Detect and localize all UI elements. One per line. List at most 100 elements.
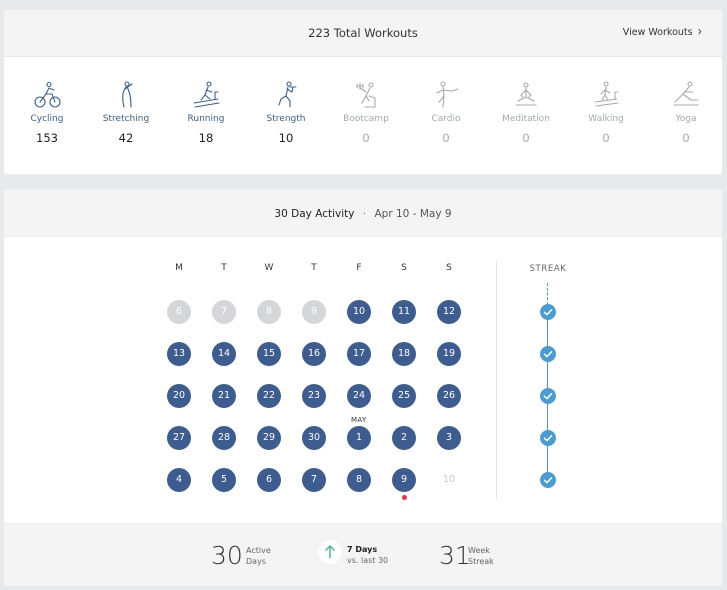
workout-type-label: Walking bbox=[588, 114, 624, 124]
workout-type-label: Cycling bbox=[30, 114, 64, 124]
calendar-day[interactable]: 8 bbox=[257, 300, 281, 324]
streak-title: STREAK bbox=[529, 264, 567, 274]
workout-type-label: Strength bbox=[266, 114, 306, 124]
calendar-day[interactable]: 17 bbox=[347, 342, 371, 366]
calendar-day[interactable]: 1 bbox=[347, 426, 371, 450]
calendar-day[interactable]: 15 bbox=[257, 342, 281, 366]
yoga-icon bbox=[673, 81, 699, 106]
active-days-label-line2: Days bbox=[246, 556, 266, 566]
bootcamp-icon bbox=[356, 82, 376, 108]
streak-check-icon bbox=[540, 472, 556, 488]
activity-title: 30 Day Activity bbox=[274, 208, 355, 220]
workout-type-label: Running bbox=[187, 114, 225, 124]
workouts-summary-card: 223 Total Workouts View Workouts › Cyclin… bbox=[4, 10, 722, 174]
active-days-value: 30 bbox=[211, 541, 243, 570]
calendar-day[interactable]: 19 bbox=[437, 342, 461, 366]
calendar-day[interactable]: 20 bbox=[167, 384, 191, 408]
workout-type-cardio[interactable]: Cardio 0 bbox=[406, 72, 486, 145]
calendar-day[interactable]: 29 bbox=[257, 426, 281, 450]
activity-card: 30 Day Activity · Apr 10 - May 9 STREAK … bbox=[4, 189, 722, 586]
streak-check-icon bbox=[540, 304, 556, 320]
workout-type-count: 0 bbox=[682, 131, 690, 145]
calendar-day[interactable]: 12 bbox=[437, 300, 461, 324]
workout-type-count: 0 bbox=[602, 131, 610, 145]
weekday-label: T bbox=[311, 263, 317, 273]
workout-type-count: 0 bbox=[442, 131, 450, 145]
stretching-icon bbox=[122, 81, 133, 108]
calendar-day[interactable]: 2 bbox=[392, 426, 416, 450]
calendar-day[interactable]: 7 bbox=[212, 300, 236, 324]
calendar-day[interactable]: 24 bbox=[347, 384, 371, 408]
workout-type-bootcamp[interactable]: Bootcamp 0 bbox=[326, 72, 406, 145]
calendar-day[interactable]: 9 bbox=[302, 300, 326, 324]
workout-type-label: Bootcamp bbox=[343, 114, 389, 124]
calendar-day[interactable]: 18 bbox=[392, 342, 416, 366]
calendar-day[interactable]: 26 bbox=[437, 384, 461, 408]
walking-icon bbox=[594, 81, 619, 107]
streak-dashed-line bbox=[547, 283, 548, 305]
calendar-day[interactable]: 10 bbox=[347, 300, 371, 324]
calendar-day[interactable]: 28 bbox=[212, 426, 236, 450]
active-days-label-line1: Active bbox=[246, 546, 271, 555]
calendar-day[interactable]: 23 bbox=[302, 384, 326, 408]
meditation-icon bbox=[515, 82, 537, 106]
weekday-label: S bbox=[446, 263, 452, 273]
calendar-day[interactable]: 22 bbox=[257, 384, 281, 408]
cardio-icon bbox=[436, 81, 459, 108]
calendar-day[interactable]: 25 bbox=[392, 384, 416, 408]
delta-stat: 7 Days vs. last 30 bbox=[347, 545, 388, 566]
delta-value: 7 Days bbox=[347, 545, 378, 554]
week-streak-label-line1: Week bbox=[468, 546, 490, 555]
streak-check-icon bbox=[540, 388, 556, 404]
weekday-label: T bbox=[221, 263, 227, 273]
week-streak-label-line2: Streak bbox=[468, 556, 494, 566]
view-workouts-label: View Workouts bbox=[622, 27, 693, 38]
workout-type-count: 0 bbox=[522, 131, 530, 145]
workout-type-running[interactable]: Running 18 bbox=[166, 72, 246, 145]
calendar-day[interactable]: 30 bbox=[302, 426, 326, 450]
calendar-day[interactable]: 9 bbox=[392, 468, 416, 492]
weekday-label: W bbox=[264, 263, 274, 273]
weekday-label: M bbox=[175, 263, 183, 273]
activity-footer: 30 Active Days 7 Days vs. last 30 31 Wee… bbox=[4, 523, 722, 586]
workout-type-count: 42 bbox=[118, 131, 134, 145]
month-marker: MAY bbox=[351, 416, 367, 424]
calendar-day[interactable]: 3 bbox=[437, 426, 461, 450]
workout-type-walking[interactable]: Walking 0 bbox=[566, 72, 646, 145]
delta-label: vs. last 30 bbox=[347, 555, 389, 565]
calendar-day[interactable]: 8 bbox=[347, 468, 371, 492]
active-days-label: Active Days bbox=[246, 546, 271, 567]
calendar-day[interactable]: 14 bbox=[212, 342, 236, 366]
calendar-day[interactable]: 11 bbox=[392, 300, 416, 324]
activity-range: Apr 10 - May 9 bbox=[374, 208, 452, 220]
workouts-summary-header: 223 Total Workouts View Workouts › bbox=[4, 10, 722, 57]
workout-type-label: Stretching bbox=[102, 114, 150, 124]
calendar-day[interactable]: 10 bbox=[442, 474, 456, 485]
total-workouts: 223 Total Workouts bbox=[4, 10, 722, 57]
total-workouts-count: 223 bbox=[308, 26, 331, 40]
workout-type-yoga[interactable]: Yoga 0 bbox=[646, 72, 722, 145]
workout-type-strength[interactable]: Strength 10 bbox=[246, 72, 326, 145]
strength-icon bbox=[278, 81, 297, 108]
view-workouts-link[interactable]: View Workouts › bbox=[623, 10, 702, 55]
streak-check-icon bbox=[540, 346, 556, 362]
calendar-day[interactable]: 5 bbox=[212, 468, 236, 492]
workout-type-cycling[interactable]: Cycling 153 bbox=[7, 72, 87, 145]
cycling-icon bbox=[34, 81, 61, 108]
calendar-day[interactable]: 4 bbox=[167, 468, 191, 492]
workout-type-meditation[interactable]: Meditation 0 bbox=[486, 72, 566, 145]
calendar-day[interactable]: 21 bbox=[212, 384, 236, 408]
workout-types: Cycling 153 Stretching 42 Running 18 Strength 1… bbox=[4, 72, 722, 172]
calendar-day[interactable]: 16 bbox=[302, 342, 326, 366]
workout-type-count: 153 bbox=[36, 131, 58, 145]
week-streak-label: Week Streak bbox=[468, 546, 494, 567]
calendar-day[interactable]: 6 bbox=[167, 300, 191, 324]
calendar-day[interactable]: 13 bbox=[167, 342, 191, 366]
calendar-day[interactable]: 27 bbox=[167, 426, 191, 450]
calendar-day[interactable]: 6 bbox=[257, 468, 281, 492]
up-arrow-icon bbox=[318, 540, 342, 564]
calendar-day[interactable]: 7 bbox=[302, 468, 326, 492]
workout-type-stretching[interactable]: Stretching 42 bbox=[86, 72, 166, 145]
week-streak-value: 31 bbox=[439, 541, 471, 570]
workout-type-label: Meditation bbox=[502, 114, 550, 124]
